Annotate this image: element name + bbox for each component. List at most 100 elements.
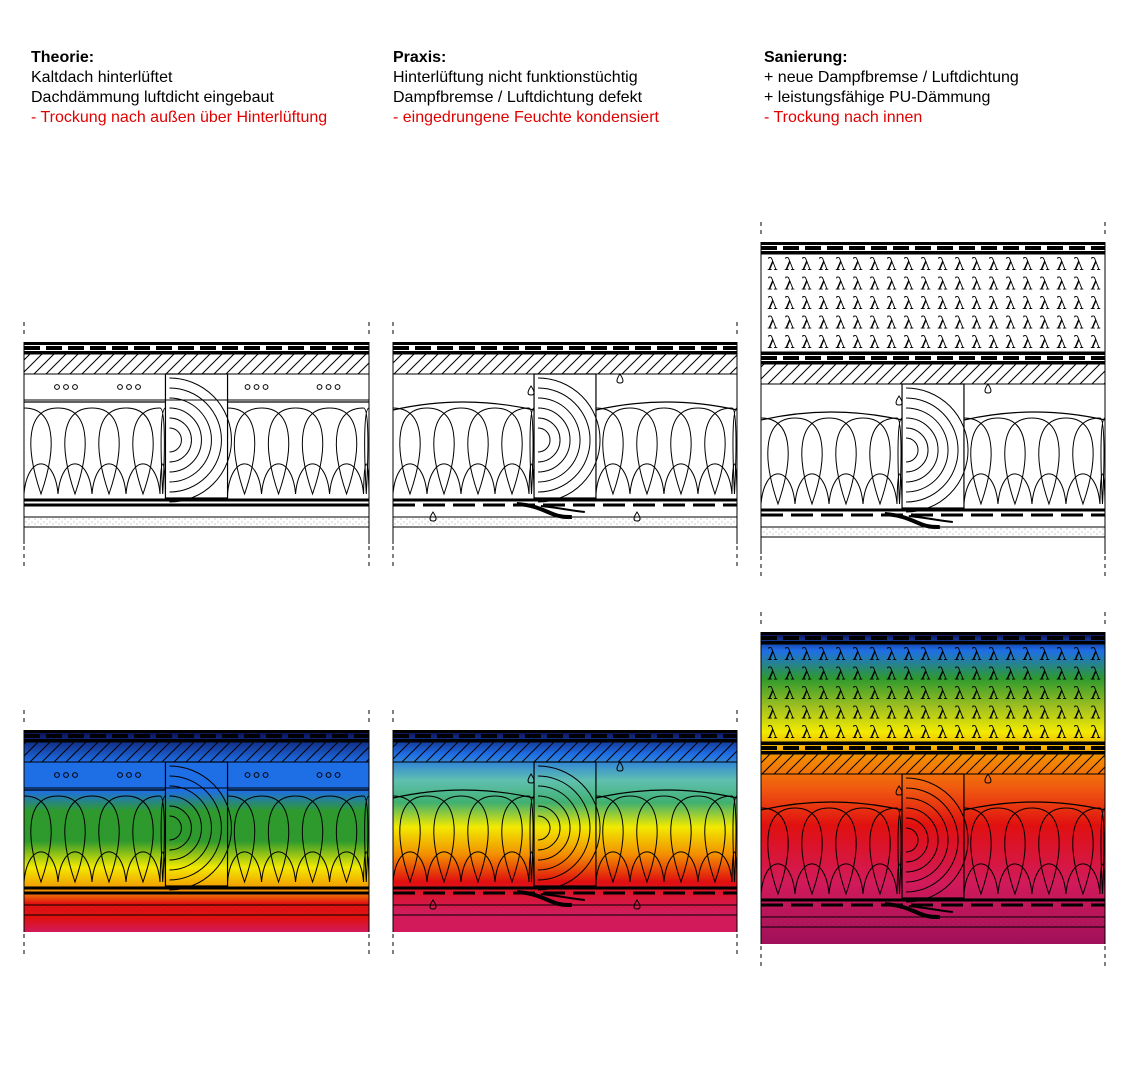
lambda-symbol: λ <box>1039 684 1050 704</box>
insulation-wave <box>663 463 699 495</box>
lambda-symbol: λ <box>1090 333 1101 353</box>
insulation-wave <box>828 863 864 895</box>
insulation-wave <box>227 851 263 883</box>
lambda-symbol: λ <box>920 665 931 685</box>
ventilation-hole <box>117 384 123 390</box>
lambda-symbol: λ <box>1005 665 1016 685</box>
insulation-wave <box>295 851 331 883</box>
rafter-grain <box>169 397 212 483</box>
insulation-wave <box>794 807 830 896</box>
insulation-wave <box>1031 473 1067 505</box>
insulation-wave <box>91 463 127 495</box>
lambda-symbol: λ <box>1039 294 1050 314</box>
timber-boarding <box>760 363 1106 385</box>
lambda-symbol: λ <box>937 255 948 275</box>
lambda-symbol: λ <box>937 333 948 353</box>
lambda-symbol: λ <box>971 723 982 743</box>
ventilation-hole <box>325 384 332 390</box>
lambda-symbol: λ <box>1056 684 1067 704</box>
rafter-grain <box>538 795 571 861</box>
lambda-symbol: λ <box>852 333 863 353</box>
rafter-grain <box>906 437 919 463</box>
rafter-grain <box>538 407 571 473</box>
insulation-wave <box>23 407 59 496</box>
lambda-symbol: λ <box>920 684 931 704</box>
insulation-wave <box>862 473 898 505</box>
lambda-symbol: λ <box>1022 333 1033 353</box>
lambda-symbol: λ <box>767 294 778 314</box>
rafter-grain <box>538 775 591 881</box>
lambda-symbol: λ <box>784 294 795 314</box>
lambda-symbol: λ <box>903 294 914 314</box>
lambda-symbol: λ <box>1039 723 1050 743</box>
insulation-wave <box>963 863 999 895</box>
lambda-symbol: λ <box>835 645 846 665</box>
lambda-symbol: λ <box>801 294 812 314</box>
lambda-symbol: λ <box>1090 645 1101 665</box>
caption-line: Hinterlüftung nicht funktionstüchtig <box>393 69 638 86</box>
rafter-grain <box>169 785 212 871</box>
ventilation-hole <box>334 772 341 778</box>
lambda-symbol: λ <box>937 723 948 743</box>
lambda-symbol: λ <box>886 294 897 314</box>
lambda-symbol: λ <box>937 665 948 685</box>
lambda-symbol: λ <box>835 723 846 743</box>
timber-boarding <box>392 741 738 763</box>
insulation-wave <box>1065 473 1101 505</box>
insulation-wave <box>363 795 370 883</box>
thermal-gradient <box>393 730 737 932</box>
rafter <box>164 373 229 499</box>
lambda-symbol: λ <box>1022 645 1033 665</box>
insulation-wave <box>760 863 796 895</box>
lambda-symbol: λ <box>1056 294 1067 314</box>
rafter-grain <box>538 427 551 453</box>
ventilation-hole <box>135 384 141 390</box>
rafter-grain <box>169 765 232 891</box>
insulation-wave <box>697 851 733 883</box>
insulation-wave <box>595 851 631 883</box>
lambda-symbol: λ <box>954 255 965 275</box>
rafter-grain <box>906 787 959 893</box>
insulation-wave <box>494 463 530 495</box>
ventilation-hole <box>72 384 78 390</box>
lambda-symbol: λ <box>1073 333 1084 353</box>
section-practice-thermal <box>392 710 738 956</box>
insulation-wave <box>731 795 738 883</box>
rafter-grain <box>169 387 222 493</box>
lambda-symbol: λ <box>835 665 846 685</box>
lambda-symbol: λ <box>988 723 999 743</box>
insulation-wave <box>1099 807 1106 895</box>
lambda-symbol: λ <box>937 684 948 704</box>
lambda-symbol: λ <box>954 645 965 665</box>
lambda-symbol: λ <box>818 314 829 334</box>
insulation-wave <box>159 795 166 883</box>
insulation-wave <box>494 851 530 883</box>
rafter-grain <box>538 815 551 841</box>
rafter-grain <box>538 785 581 871</box>
lambda-symbol: λ <box>1022 704 1033 724</box>
insulation-wave <box>426 463 462 495</box>
ventilation-hole <box>334 384 341 390</box>
rafter-grain <box>169 417 192 463</box>
lambda-symbol: λ <box>988 333 999 353</box>
droplet-icon <box>616 761 624 772</box>
lambda-symbol: λ <box>835 314 846 334</box>
ventilation-hole <box>72 772 78 778</box>
lambda-symbol: λ <box>903 645 914 665</box>
insulation-wave <box>125 851 161 883</box>
droplet-icon <box>895 785 903 796</box>
lambda-symbol: λ <box>784 684 795 704</box>
lambda-symbol: λ <box>818 665 829 685</box>
lambda-symbol: λ <box>869 294 880 314</box>
lambda-symbol: λ <box>1005 294 1016 314</box>
lambda-symbol: λ <box>1039 333 1050 353</box>
ventilation-hole <box>135 772 141 778</box>
lambda-symbol: λ <box>767 723 778 743</box>
insulation-wave <box>1065 417 1100 506</box>
rafter-grain <box>169 775 222 881</box>
lambda-symbol: λ <box>818 255 829 275</box>
lambda-symbol: λ <box>784 704 795 724</box>
inner-lining <box>392 516 738 528</box>
inner-lining <box>760 526 1106 538</box>
caption-sanierung: Sanierung: + neue Dampfbremse / Luftdich… <box>764 48 1019 128</box>
